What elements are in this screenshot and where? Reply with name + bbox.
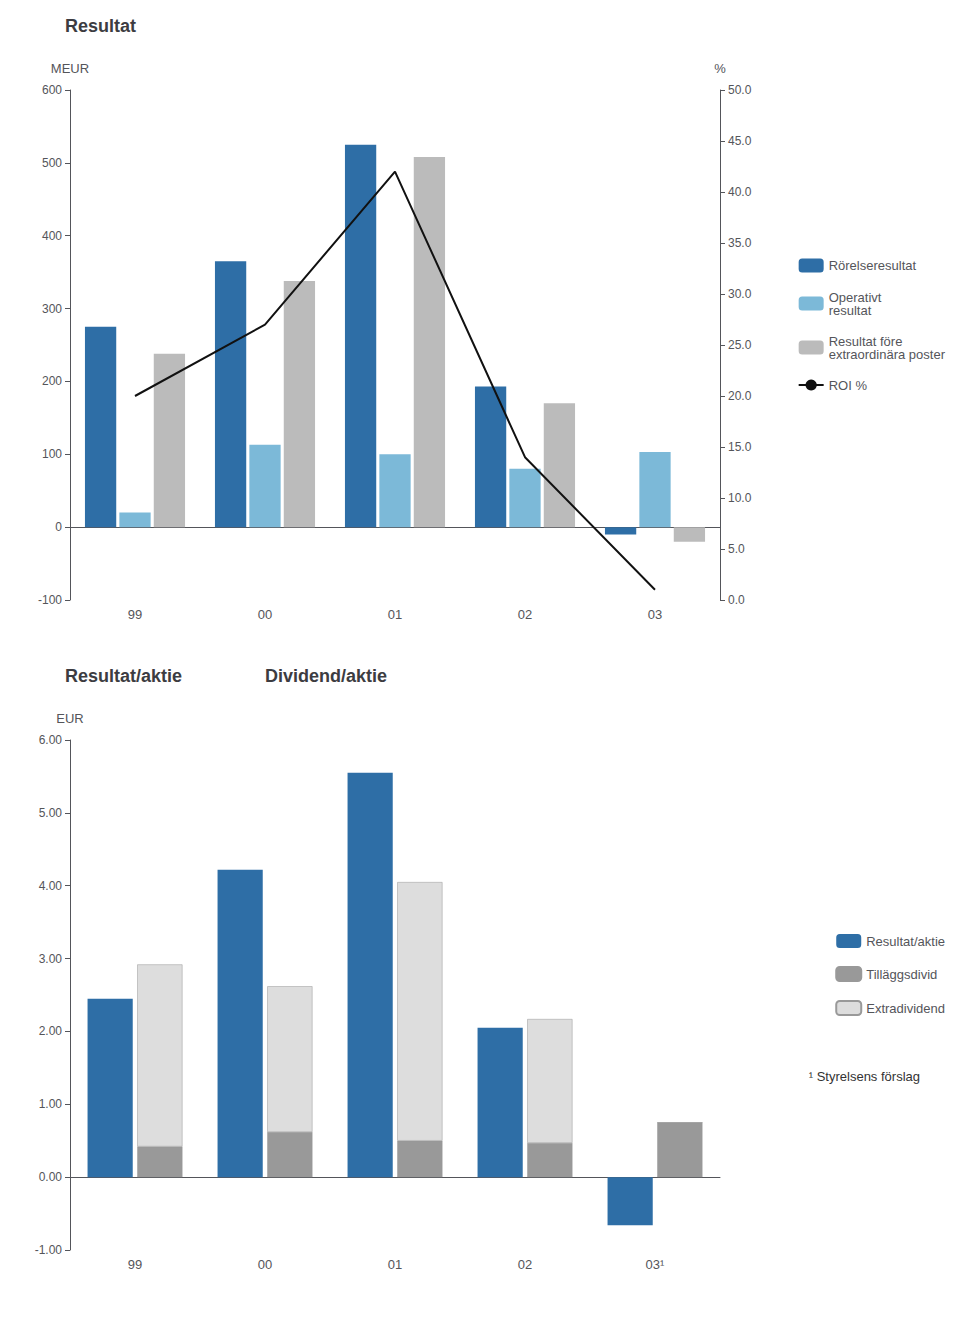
svg-text:6.00: 6.00 xyxy=(39,733,63,747)
svg-text:Resultat/aktie: Resultat/aktie xyxy=(65,666,182,686)
svg-text:Operativt: Operativt xyxy=(828,289,882,305)
svg-text:200: 200 xyxy=(42,374,62,388)
svg-text:99: 99 xyxy=(128,607,142,622)
svg-text:99: 99 xyxy=(128,1257,142,1272)
svg-text:300: 300 xyxy=(42,302,62,316)
svg-text:%: % xyxy=(714,61,726,76)
svg-text:resultat: resultat xyxy=(829,303,872,318)
svg-text:0.00: 0.00 xyxy=(39,1170,63,1184)
svg-text:10.0: 10.0 xyxy=(728,491,752,505)
svg-text:Resultat före: Resultat före xyxy=(828,333,903,349)
svg-text:EUR: EUR xyxy=(56,711,83,726)
svg-text:-100: -100 xyxy=(38,593,62,607)
svg-text:5.0: 5.0 xyxy=(728,542,745,556)
svg-text:00: 00 xyxy=(258,1257,272,1272)
svg-text:25.0: 25.0 xyxy=(728,338,752,352)
svg-text:5.00: 5.00 xyxy=(39,806,63,820)
svg-text:Resultat/aktie: Resultat/aktie xyxy=(866,934,945,949)
svg-text:20.0: 20.0 xyxy=(728,389,752,403)
svg-text:Tilläggsdivid: Tilläggsdivid xyxy=(866,967,937,982)
svg-text:ROI %: ROI % xyxy=(829,378,868,393)
svg-text:1.00: 1.00 xyxy=(39,1097,63,1111)
svg-text:600: 600 xyxy=(42,83,62,97)
svg-text:30.0: 30.0 xyxy=(728,287,752,301)
svg-text:03: 03 xyxy=(648,607,662,622)
svg-text:50.0: 50.0 xyxy=(728,83,752,97)
svg-text:400: 400 xyxy=(42,229,62,243)
svg-text:01: 01 xyxy=(388,1257,402,1272)
svg-text:35.0: 35.0 xyxy=(728,236,752,250)
svg-text:40.0: 40.0 xyxy=(728,185,752,199)
svg-text:Extradividend: Extradividend xyxy=(866,1001,945,1016)
svg-text:2.00: 2.00 xyxy=(39,1024,63,1038)
svg-text:00: 00 xyxy=(258,607,272,622)
svg-text:0: 0 xyxy=(55,520,62,534)
svg-text:Rörelseresultat: Rörelseresultat xyxy=(829,258,917,273)
svg-text:45.0: 45.0 xyxy=(728,134,752,148)
svg-text:4.00: 4.00 xyxy=(39,879,63,893)
svg-text:02: 02 xyxy=(518,1257,532,1272)
svg-text:500: 500 xyxy=(42,156,62,170)
svg-text:extraordinära poster: extraordinära poster xyxy=(829,347,946,362)
svg-text:Resultat: Resultat xyxy=(65,16,136,36)
svg-text:MEUR: MEUR xyxy=(51,61,89,76)
svg-text:3.00: 3.00 xyxy=(39,952,63,966)
svg-text:-1.00: -1.00 xyxy=(35,1243,63,1257)
svg-text:0.0: 0.0 xyxy=(728,593,745,607)
svg-text:¹ Styrelsens förslag: ¹ Styrelsens förslag xyxy=(809,1069,920,1084)
svg-text:02: 02 xyxy=(518,607,532,622)
svg-text:03¹: 03¹ xyxy=(646,1257,665,1272)
svg-text:Dividend/aktie: Dividend/aktie xyxy=(265,666,387,686)
svg-text:01: 01 xyxy=(388,607,402,622)
svg-text:15.0: 15.0 xyxy=(728,440,752,454)
svg-text:100: 100 xyxy=(42,447,62,461)
